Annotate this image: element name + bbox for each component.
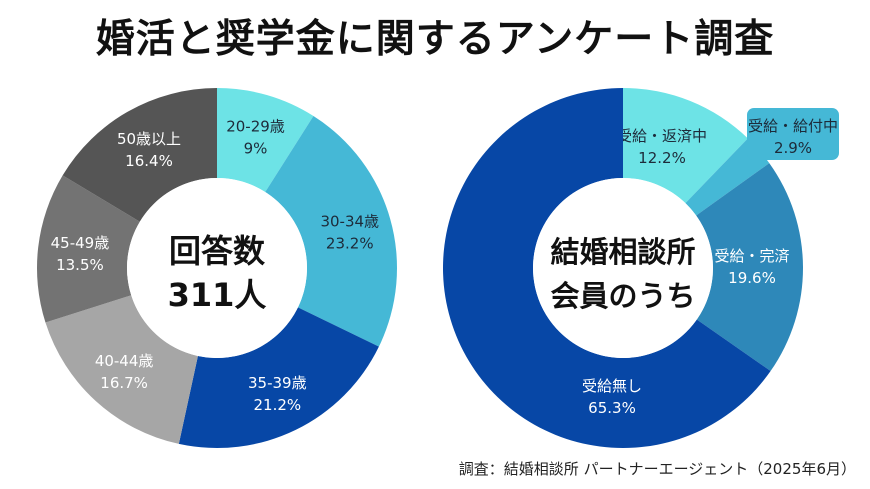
source-note: 調査：結婚相談所 パートナーエージェント（2025年6月） [458,460,856,478]
page-title: 婚活と奨学金に関するアンケート調査 [95,17,775,62]
callout-box [747,108,839,160]
slice-2 [685,138,770,216]
slice-label: 20-29歳 [226,117,285,135]
slice-value-label: 23.2% [326,234,374,252]
slice-label: 受給無し [582,377,642,395]
center-label: 結婚相談所 [550,235,695,269]
slice-1 [217,88,314,193]
slice-label: 45-49歳 [51,234,110,252]
slice-value-label: 19.6% [728,269,776,287]
slice-value-label: 2.9% [774,139,812,157]
slice-1 [623,88,748,204]
slice-value-label: 13.5% [56,256,104,274]
donut-hole [533,178,713,358]
donut-chart-1: 20-29歳 9% 30-34歳 23.2% 35-39歳 21.2% 40-44歳 16.7… [36,88,398,448]
center-label: 回答数 [169,232,266,270]
donut-hole [127,178,307,358]
slice-6 [62,88,217,222]
slice-value-label: 16.7% [100,374,148,392]
slice-label: 30-34歳 [320,212,379,230]
slice-label: 35-39歳 [248,374,307,392]
slice-label: 受給・給付中 [748,117,838,135]
slice-2 [265,116,398,347]
slice-4 [442,88,771,448]
donut-chart-2: 受給・返済中 12.2% 受給・給付中 2.9% 受給・完済 19.6% 受給無し 65.3%… [442,88,839,448]
slice-label: 受給・返済中 [617,127,707,145]
center-label: 会員のうち [550,279,695,313]
slice-label: 50歳以上 [117,130,181,148]
slice-5 [36,175,140,323]
slice-3 [178,307,379,448]
slice-value-label: 16.4% [125,152,173,170]
slice-value-label: 21.2% [253,396,301,414]
center-label: 311人 [168,276,267,314]
slice-label: 40-44歳 [95,352,154,370]
slice-4 [45,295,198,444]
slice-value-label: 65.3% [588,399,636,417]
slice-value-label: 9% [244,139,268,157]
slice-3 [696,163,803,372]
slice-value-label: 12.2% [638,149,686,167]
slice-label: 受給・完済 [714,247,789,265]
